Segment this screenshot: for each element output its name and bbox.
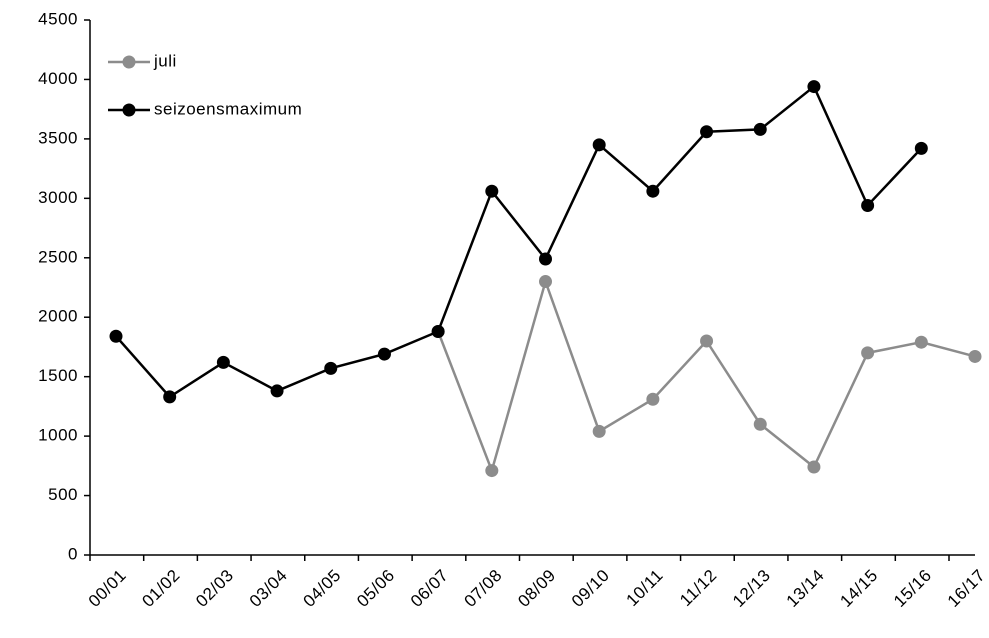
data-point [109,329,123,343]
data-point [700,125,714,139]
data-point [377,347,391,361]
x-tick-label: 13/14 [783,566,828,611]
series-line [436,277,976,475]
x-tick-label: 15/16 [890,566,935,611]
legend-marker [122,55,136,69]
y-tick-label: 1500 [38,366,78,385]
x-tick-label: 10/11 [622,566,666,610]
x-tick-label: 06/07 [407,566,452,611]
data-point [485,184,499,198]
data-point [753,417,767,431]
data-point [861,198,875,212]
data-point [324,361,338,375]
data-point [807,80,821,94]
data-point [270,384,284,398]
x-tick-label: 01/02 [138,566,183,611]
data-point [485,464,499,478]
x-tick-label: 12/13 [729,566,774,611]
data-point [968,349,982,363]
x-tick-label: 04/05 [299,566,344,611]
y-tick-label: 1000 [38,426,78,445]
x-tick-label: 16/17 [944,566,989,611]
data-point [592,138,606,152]
data-point [753,122,767,136]
data-point [700,334,714,348]
x-tick-label: 05/06 [353,566,398,611]
data-point [807,460,821,474]
x-tick-label: 08/09 [514,566,559,611]
y-tick-label: 3000 [38,188,78,207]
legend-label: seizoensmaximum [154,99,302,118]
x-tick-label: 03/04 [246,566,291,611]
x-tick-label: 00/01 [85,566,130,611]
data-point [914,141,928,155]
legend-label: juli [153,51,177,70]
x-tick-label: 02/03 [192,566,237,611]
x-tick-label: 14/15 [836,566,881,611]
data-point [646,184,660,198]
data-point [861,346,875,360]
legend-marker [122,103,136,117]
y-tick-label: 2000 [38,307,78,326]
data-point [539,275,552,289]
y-tick-label: 0 [68,544,78,563]
x-tick-label: 11/12 [676,566,720,610]
x-tick-label: 07/08 [461,566,506,611]
y-tick-label: 3500 [38,128,78,147]
series-line [115,84,923,399]
data-point [646,392,660,406]
data-point [216,355,230,369]
data-point [539,252,552,266]
data-point [914,335,928,349]
data-point [431,324,445,338]
y-tick-label: 4500 [38,9,78,28]
data-point [163,390,177,404]
y-tick-label: 4000 [38,69,78,88]
data-point [592,424,606,438]
x-tick-label: 09/10 [568,566,613,611]
y-tick-label: 2500 [38,247,78,266]
y-tick-label: 500 [48,485,78,504]
